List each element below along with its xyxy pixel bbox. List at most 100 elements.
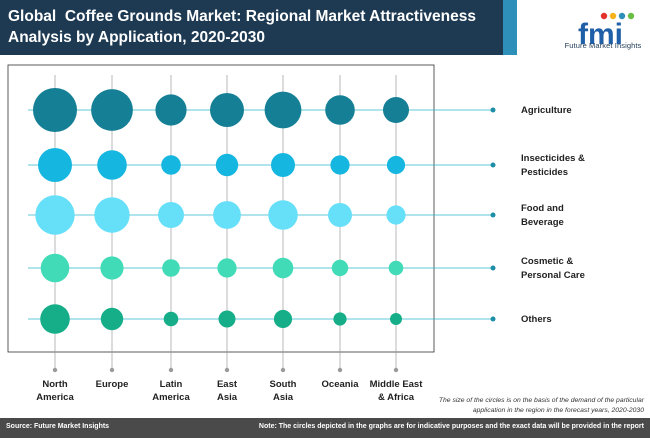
category-label-line: Latin [160, 379, 183, 390]
bubble [40, 253, 70, 283]
series-label-line: Personal Care [521, 270, 585, 281]
footer-source: Source: Future Market Insights [6, 423, 110, 430]
logo-dot [627, 12, 635, 20]
series-label-line: Others [521, 314, 552, 325]
bubble [158, 202, 184, 228]
bubble [386, 205, 406, 225]
category-label: North America [36, 379, 74, 403]
category-end-marker [168, 367, 174, 373]
series-end-marker [490, 162, 496, 168]
series-label-line: Beverage [521, 217, 564, 228]
footnote-line1: The size of the circles is on the basis … [438, 397, 644, 404]
category-label: Europe [96, 379, 129, 390]
category-label-line: Middle East [370, 379, 424, 390]
bubble [163, 311, 179, 327]
category-label-line: East [217, 379, 238, 390]
bubble [330, 155, 350, 175]
chart-title: Global Coffee Grounds Market: Regional M… [8, 6, 498, 48]
category-label-line: Europe [96, 379, 129, 390]
category-end-marker [224, 367, 230, 373]
category-end-marker [52, 367, 58, 373]
bubble [155, 94, 187, 126]
bubble [383, 97, 409, 123]
bubble [390, 313, 402, 325]
bubble [271, 153, 295, 177]
bubble [161, 155, 181, 175]
series-label: Agriculture [521, 105, 572, 116]
series-label: Food and Beverage [521, 203, 564, 228]
series-label-line: Agriculture [521, 105, 572, 116]
category-end-marker [393, 367, 399, 373]
plot-frame [7, 64, 435, 353]
bubble [268, 200, 298, 230]
bubble [100, 307, 124, 331]
series-end-marker [490, 265, 496, 271]
logo-dot [600, 12, 608, 20]
category-label: East Asia [217, 379, 238, 403]
title-banner: Global Coffee Grounds Market: Regional M… [0, 0, 503, 55]
series-label: Others [521, 314, 552, 325]
bubble [217, 258, 237, 278]
bubble [210, 93, 244, 127]
logo-dot [609, 12, 617, 20]
series-label-line: Insecticides & [521, 153, 585, 164]
logo-wordmark: fmi [578, 18, 623, 51]
bubble [386, 155, 406, 175]
bubble [162, 259, 180, 277]
fmi-logo: fmi [578, 12, 635, 51]
chart-title-line2: Analysis by Application, 2020-2030 [8, 29, 266, 46]
bubble [38, 148, 72, 182]
category-label-line: North [42, 379, 68, 390]
bubble [35, 195, 75, 235]
category-label: Oceania [322, 379, 360, 390]
bubble [331, 259, 349, 277]
category-label: Latin America [152, 379, 190, 403]
logo-dot [618, 12, 626, 20]
bubble [388, 260, 404, 276]
bubble [91, 89, 133, 131]
bubble [218, 310, 236, 328]
category-label-line: America [152, 392, 190, 403]
bubble [264, 91, 302, 129]
logo-dots [600, 12, 635, 20]
category-label: Middle East & Africa [370, 379, 424, 403]
series-label-line: Pesticides [521, 167, 568, 178]
bubble [94, 197, 130, 233]
series-label: Cosmetic & Personal Care [521, 256, 585, 281]
bubble [325, 95, 355, 125]
title-accent-bar [503, 0, 517, 55]
category-label-line: America [36, 392, 74, 403]
category-end-marker [280, 367, 286, 373]
category-label: South Asia [270, 379, 297, 403]
category-end-marker [337, 367, 343, 373]
bubble [100, 256, 124, 280]
bubble [40, 304, 70, 334]
series-end-marker [490, 316, 496, 322]
category-label-line: South [270, 379, 297, 390]
series-end-marker [490, 212, 496, 218]
bubble [328, 203, 352, 227]
series-label-line: Cosmetic & [521, 256, 573, 267]
bubble [273, 309, 293, 329]
footer-bar: Source: Future Market Insights Note: The… [0, 418, 650, 438]
bubble [215, 153, 239, 177]
chart-title-line1: Global Coffee Grounds Market: Regional M… [8, 8, 476, 25]
bubble [333, 312, 347, 326]
series-label-line: Food and [521, 203, 564, 214]
category-label-line: Oceania [322, 379, 360, 390]
category-label-line: & Africa [378, 392, 415, 403]
series-end-marker [490, 107, 496, 113]
chart-footnote: The size of the circles is on the basis … [380, 396, 644, 416]
category-label-line: Asia [217, 392, 238, 403]
footer-note: Note: The circles depicted in the graphs… [258, 423, 644, 430]
logo-subtitle: Future Market Insights [564, 41, 642, 50]
bubble [97, 150, 127, 180]
bubble [272, 257, 294, 279]
bubble [213, 201, 241, 229]
category-end-marker [109, 367, 115, 373]
series-label: Insecticides & Pesticides [521, 153, 585, 178]
category-label-line: Asia [273, 392, 294, 403]
bubble [33, 88, 77, 132]
footnote-line2: application in the region in the forecas… [472, 407, 644, 414]
